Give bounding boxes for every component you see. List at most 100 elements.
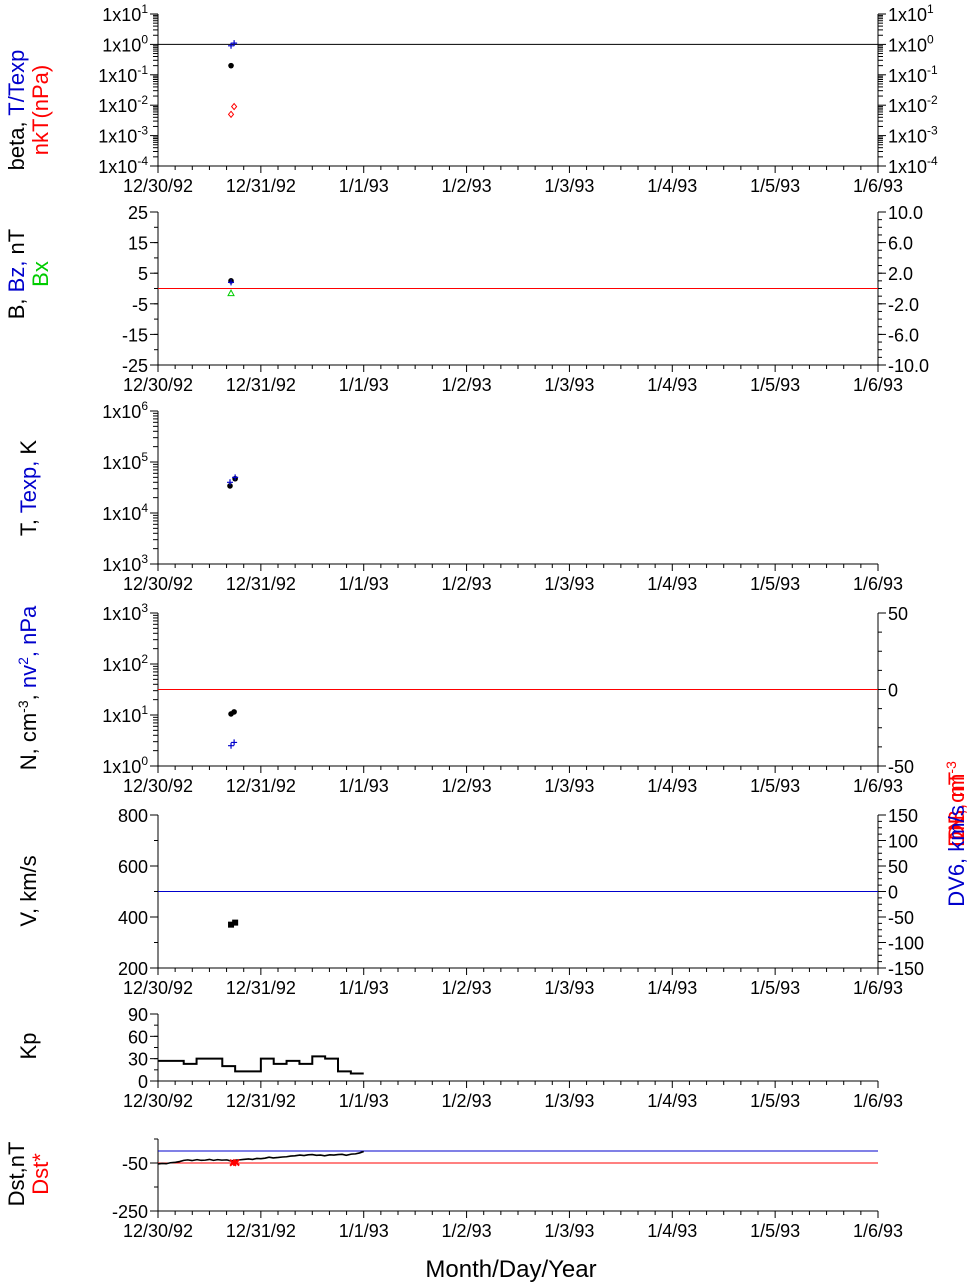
x-axis-title: Month/Day/Year xyxy=(425,1256,596,1283)
x-tick-label: 12/31/92 xyxy=(226,574,296,594)
x-tick-label: 12/31/92 xyxy=(226,1091,296,1111)
x-tick-label: 12/30/92 xyxy=(123,574,193,594)
data-point-dot xyxy=(228,62,234,69)
panel-dst: 12/30/92 12/31/92 1/1/93 1/2/93 1/3/93 1/4/93… xyxy=(4,1138,903,1241)
y-tick-label: -5 xyxy=(132,295,148,315)
x-tick-label: 1/6/93 xyxy=(853,176,903,196)
y-right-tick-label: 0 xyxy=(888,681,898,701)
data-point-diamond xyxy=(230,102,238,111)
y-tick-label: -15 xyxy=(122,325,148,345)
data-point-plus xyxy=(228,279,235,286)
x-tick-label: 1/2/93 xyxy=(442,776,492,796)
left-axis-label: N, cm-3, nv2, nPa xyxy=(15,605,41,770)
y-tick-label: 15 xyxy=(128,234,148,254)
data-point-triangle xyxy=(227,289,235,297)
x-tick-label: 1/3/93 xyxy=(544,776,594,796)
x-tick-label: 1/5/93 xyxy=(750,1221,800,1241)
x-tick-label: 1/5/93 xyxy=(750,176,800,196)
x-tick-label: 1/1/93 xyxy=(339,375,389,395)
x-tick-label: 1/5/93 xyxy=(750,1091,800,1111)
y-right-tick-label: 6.0 xyxy=(888,234,913,254)
x-tick-label: 1/3/93 xyxy=(544,375,594,395)
y-tick-label: -250 xyxy=(112,1202,148,1222)
x-tick-label: 12/31/92 xyxy=(226,176,296,196)
y-right-tick-label: 1x101 xyxy=(888,2,934,25)
y-tick-label: -50 xyxy=(122,1154,148,1174)
left-axis-label: Kp xyxy=(16,1033,41,1060)
right-axis-label-text: DN, cm-3 xyxy=(943,761,969,847)
y-tick-label: 1x10-4 xyxy=(98,154,148,177)
y-right-tick-label: 0 xyxy=(888,883,898,903)
y-right-tick-label: 100 xyxy=(888,832,918,852)
right-axis-label-text: DV6, km/s xyxy=(944,805,969,906)
data-point-x xyxy=(232,1158,240,1167)
x-tick-label: 1/2/93 xyxy=(442,978,492,998)
left-axis-label-text: Kp xyxy=(16,1033,41,1060)
x-tick-label: 12/30/92 xyxy=(123,776,193,796)
y-right-tick-label: -150 xyxy=(888,959,924,979)
panel-beta: 12/30/92 12/31/92 1/1/93 1/2/93 1/3/93 1/4/93… xyxy=(4,2,938,196)
y-tick-label: 1x10-3 xyxy=(98,124,148,147)
left-axis-label: T, Texp, K xyxy=(16,440,41,537)
panel-magnetic-field: 12/30/92 12/31/92 1/1/93 1/2/93 1/3/93 1/4/93… xyxy=(4,203,969,840)
y-right-tick-label: 1x100 xyxy=(888,32,934,55)
y-right-tick-label: 1x10-3 xyxy=(888,124,938,147)
x-tick-label: 12/30/92 xyxy=(123,978,193,998)
y-right-tick-label: 2.0 xyxy=(888,264,913,284)
x-tick-label: 1/3/93 xyxy=(544,1091,594,1111)
panel-density: 12/30/92 12/31/92 1/1/93 1/2/93 1/3/93 1/4/93… xyxy=(15,601,969,847)
x-tick-label: 1/3/93 xyxy=(544,978,594,998)
x-tick-label: 1/4/93 xyxy=(647,574,697,594)
y-tick-label: 60 xyxy=(128,1027,148,1047)
x-tick-label: 1/6/93 xyxy=(853,375,903,395)
y-tick-label: 600 xyxy=(118,857,148,877)
data-point-plus xyxy=(231,739,238,746)
x-tick-label: 1/3/93 xyxy=(544,176,594,196)
y-tick-label: 0 xyxy=(138,1072,148,1092)
x-tick-label: 12/31/92 xyxy=(226,375,296,395)
data-point-dot xyxy=(227,483,233,489)
kp-series-line xyxy=(158,1055,364,1075)
y-tick-label: -25 xyxy=(122,356,148,376)
y-right-tick-label: -6.0 xyxy=(888,325,919,345)
y-tick-label: 1x100 xyxy=(102,32,148,55)
y-right-tick-label: 1x10-1 xyxy=(888,63,938,86)
panel-temperature: 12/30/92 12/31/92 1/1/93 1/2/93 1/3/93 1/4/93… xyxy=(16,399,903,594)
y-tick-label: 1x106 xyxy=(102,399,148,422)
left-axis-label: Dst,nTDst* xyxy=(4,1142,53,1207)
data-point-plus xyxy=(228,42,235,49)
x-tick-label: 1/4/93 xyxy=(647,1091,697,1111)
y-right-tick-label: 10.0 xyxy=(888,203,923,223)
left-axis-label: B, Bz, nTBx xyxy=(4,229,53,320)
y-right-tick-label: 1x10-4 xyxy=(888,154,938,177)
x-tick-label: 1/1/93 xyxy=(339,1091,389,1111)
x-tick-label: 1/5/93 xyxy=(750,978,800,998)
y-tick-label: 1x103 xyxy=(102,601,148,624)
y-tick-label: 5 xyxy=(138,264,148,284)
x-tick-label: 1/2/93 xyxy=(442,574,492,594)
x-tick-label: 12/30/92 xyxy=(123,1221,193,1241)
x-tick-label: 1/5/93 xyxy=(750,776,800,796)
x-tick-label: 12/30/92 xyxy=(123,375,193,395)
x-tick-label: 1/2/93 xyxy=(442,176,492,196)
data-point-square xyxy=(228,921,235,928)
left-axis-label: beta, T/TexpnkT(nPa) xyxy=(4,50,53,171)
y-tick-label: 1x10-1 xyxy=(98,63,148,86)
x-tick-label: 1/5/93 xyxy=(750,375,800,395)
data-point-square xyxy=(232,919,239,926)
x-tick-label: 1/4/93 xyxy=(647,176,697,196)
y-right-tick-label: -2.0 xyxy=(888,295,919,315)
x-tick-label: 12/31/92 xyxy=(226,776,296,796)
y-right-tick-label: -10.0 xyxy=(888,356,929,376)
right-axis-label: DV6, km/s xyxy=(944,805,969,906)
right-axis-label: DN, cm-3 xyxy=(943,761,969,847)
y-tick-label: 90 xyxy=(128,1005,148,1025)
y-right-tick-label: 50 xyxy=(888,857,908,877)
x-tick-label: 12/30/92 xyxy=(123,176,193,196)
left-axis-label-text: V, km/s xyxy=(16,855,41,926)
x-tick-label: 1/6/93 xyxy=(853,574,903,594)
panel-kp: 12/30/92 12/31/92 1/1/93 1/2/93 1/3/93 1/4/93… xyxy=(16,1005,903,1111)
x-tick-label: 1/2/93 xyxy=(442,1091,492,1111)
left-axis-label-text: B, Bz, nTBx xyxy=(4,229,53,320)
data-point-plus xyxy=(232,474,239,481)
